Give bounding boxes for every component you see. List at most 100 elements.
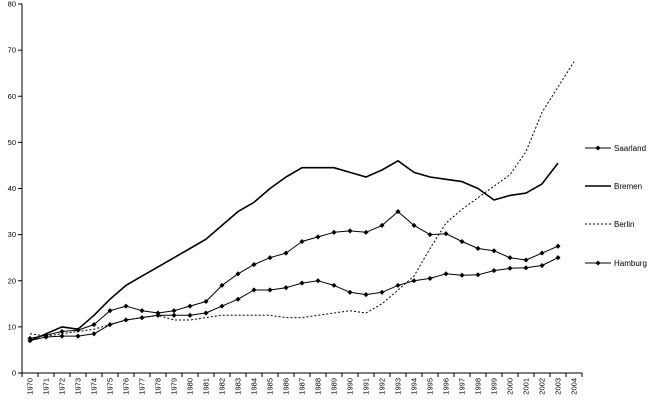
data-point-saarland: [315, 234, 321, 240]
data-point-saarland: [283, 250, 289, 256]
legend: Saarland Bremen Berlin Hamburg: [585, 144, 647, 268]
data-point-hamburg: [283, 285, 289, 291]
data-point-hamburg: [491, 268, 497, 274]
x-tick-label: 1996: [442, 378, 451, 395]
series-line-hamburg: [29, 257, 559, 342]
data-point-hamburg: [171, 312, 177, 318]
y-tick-label: 40: [8, 184, 16, 193]
data-point-hamburg: [299, 280, 305, 286]
legend-item-saarland: Saarland: [585, 144, 646, 153]
data-point-hamburg: [475, 272, 481, 278]
data-point-hamburg: [411, 278, 417, 284]
x-tick-label: 1987: [298, 378, 307, 395]
x-tick-label: 2002: [538, 378, 547, 395]
data-point-saarland: [123, 303, 129, 309]
x-tick-label: 1990: [346, 378, 355, 395]
data-point-hamburg: [59, 333, 65, 339]
x-tick-label: 1992: [378, 378, 387, 395]
x-tick-label: 1979: [170, 378, 179, 395]
data-point-hamburg: [443, 271, 449, 277]
x-tick-label: 2003: [554, 378, 563, 395]
x-tick-label: 1983: [234, 378, 243, 395]
data-point-hamburg: [155, 312, 161, 318]
x-tick-label: 1974: [90, 378, 99, 395]
data-point-hamburg: [539, 262, 545, 269]
x-tick-label: 2004: [570, 378, 579, 395]
data-point-hamburg: [267, 287, 273, 293]
x-tick-label: 1994: [410, 378, 419, 395]
x-tick-label: 1989: [330, 378, 339, 395]
x-tick-label: 1993: [394, 378, 403, 395]
y-tick-label: 60: [8, 92, 16, 101]
series-hamburg: [27, 255, 561, 344]
data-point-hamburg: [395, 282, 401, 288]
x-tick-label: 1973: [74, 378, 83, 395]
x-tick-label: 1981: [202, 378, 211, 395]
x-tick-label: 1985: [266, 378, 275, 395]
series-line-saarland: [29, 211, 559, 339]
data-point-saarland: [91, 322, 97, 328]
data-point-saarland: [171, 308, 177, 314]
data-point-saarland: [219, 282, 225, 288]
data-point-saarland: [523, 257, 529, 263]
data-point-saarland: [139, 308, 145, 314]
y-tick-label: 10: [8, 322, 16, 331]
y-tick-label: 0: [12, 369, 16, 378]
data-point-saarland: [427, 232, 433, 238]
data-point-hamburg: [459, 272, 465, 278]
data-point-hamburg: [507, 265, 513, 271]
data-point-saarland: [459, 238, 465, 245]
data-point-hamburg: [347, 289, 353, 295]
data-point-hamburg: [331, 282, 337, 288]
x-tick-label: 1970: [26, 378, 35, 395]
x-tick-label: 1971: [42, 378, 51, 395]
legend-label-hamburg: Hamburg: [614, 259, 647, 268]
legend-label-bremen: Bremen: [614, 182, 642, 191]
legend-item-hamburg: Hamburg: [585, 259, 647, 268]
data-point-saarland: [507, 255, 513, 261]
x-tick-label: 1980: [186, 378, 195, 395]
data-point-hamburg: [427, 275, 433, 281]
legend-marker-hamburg: [595, 260, 601, 266]
x-tick-label: 1998: [474, 378, 483, 395]
series-line-bremen: [29, 160, 559, 342]
x-tick-label: 2000: [506, 378, 515, 395]
x-tick-label: 1977: [138, 378, 147, 395]
data-point-saarland: [347, 228, 353, 234]
data-point-hamburg: [251, 287, 257, 293]
x-axis-ticks: 1970 1971 1972 1973 1974 1975 1976 1977 1978 1979…: [21, 373, 583, 395]
data-point-saarland: [443, 231, 449, 237]
x-tick-label: 1999: [490, 378, 499, 395]
data-point-hamburg: [315, 278, 321, 284]
x-tick-label: 2001: [522, 378, 531, 395]
data-point-saarland: [555, 243, 561, 249]
data-point-saarland: [491, 248, 497, 254]
data-point-saarland: [363, 229, 369, 235]
x-tick-label: 1986: [282, 378, 291, 395]
x-tick-label: 1997: [458, 378, 467, 395]
x-tick-label: 1988: [314, 378, 323, 395]
legend-marker-saarland: [595, 145, 601, 151]
legend-item-bremen: Bremen: [585, 182, 642, 191]
series-bremen: [29, 160, 559, 342]
data-point-saarland: [251, 262, 257, 268]
x-tick-label: 1978: [154, 378, 163, 395]
data-point-hamburg: [363, 292, 369, 298]
data-point-hamburg: [75, 333, 81, 339]
series-layer: [27, 61, 575, 344]
y-tick-label: 20: [8, 276, 16, 285]
data-point-saarland: [475, 245, 481, 252]
y-tick-label: 50: [8, 138, 16, 147]
data-point-saarland: [235, 271, 241, 277]
x-tick-label: 1991: [362, 378, 371, 395]
data-point-saarland: [539, 250, 545, 256]
data-point-saarland: [59, 328, 65, 335]
legend-label-saarland: Saarland: [614, 144, 646, 153]
y-tick-label: 70: [8, 46, 16, 55]
series-saarland: [27, 209, 561, 341]
y-tick-label: 30: [8, 230, 16, 239]
data-point-saarland: [395, 209, 401, 215]
data-point-hamburg: [91, 331, 97, 337]
